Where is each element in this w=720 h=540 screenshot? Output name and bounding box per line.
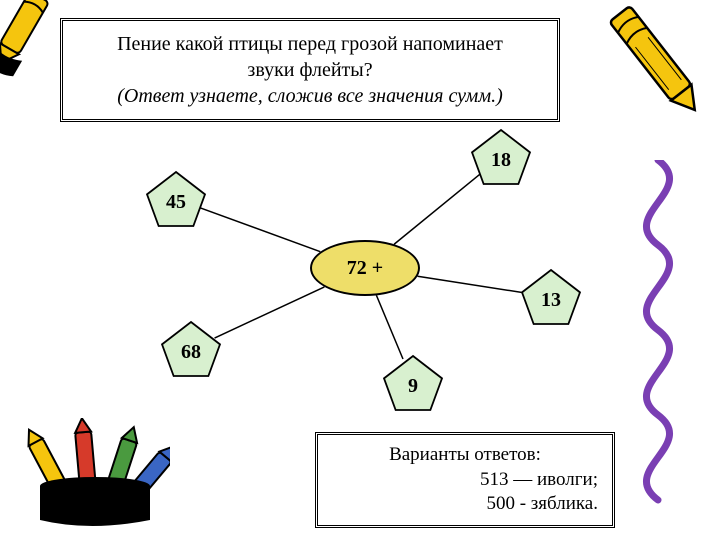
pentagon-node: 9 <box>382 354 444 412</box>
question-line-1: Пение какой птицы перед грозой напоминае… <box>79 31 541 57</box>
answer-option: 500 - зяблика. <box>332 492 598 517</box>
question-hint: (Ответ узнаете, сложив все значения сумм… <box>79 83 541 109</box>
question-box: Пение какой птицы перед грозой напоминае… <box>60 18 560 122</box>
answer-option: 513 — иволги; <box>332 468 598 493</box>
center-label: 72 + <box>347 257 383 280</box>
answers-box: Варианты ответов: 513 — иволги; 500 - зя… <box>315 432 615 528</box>
pentagon-node: 18 <box>470 128 532 186</box>
pentagon-node: 13 <box>520 268 582 326</box>
pentagon-label: 13 <box>541 289 561 312</box>
center-node: 72 + <box>310 240 420 296</box>
question-line-2: звуки флейты? <box>79 57 541 83</box>
squiggle-right-icon <box>618 160 698 520</box>
spider-diagram: 72 + 45 18 13 9 68 <box>100 120 620 420</box>
slide: Пение какой птицы перед грозой напоминае… <box>0 0 720 540</box>
pentagon-node: 68 <box>160 320 222 378</box>
pentagon-label: 68 <box>181 341 201 364</box>
pentagon-label: 18 <box>491 149 511 172</box>
crayon-cup-bottom-left-icon <box>10 418 170 538</box>
answers-title: Варианты ответов: <box>332 443 598 468</box>
pentagon-label: 45 <box>166 191 186 214</box>
pentagon-label: 9 <box>408 375 418 398</box>
pentagon-node: 45 <box>145 170 207 228</box>
